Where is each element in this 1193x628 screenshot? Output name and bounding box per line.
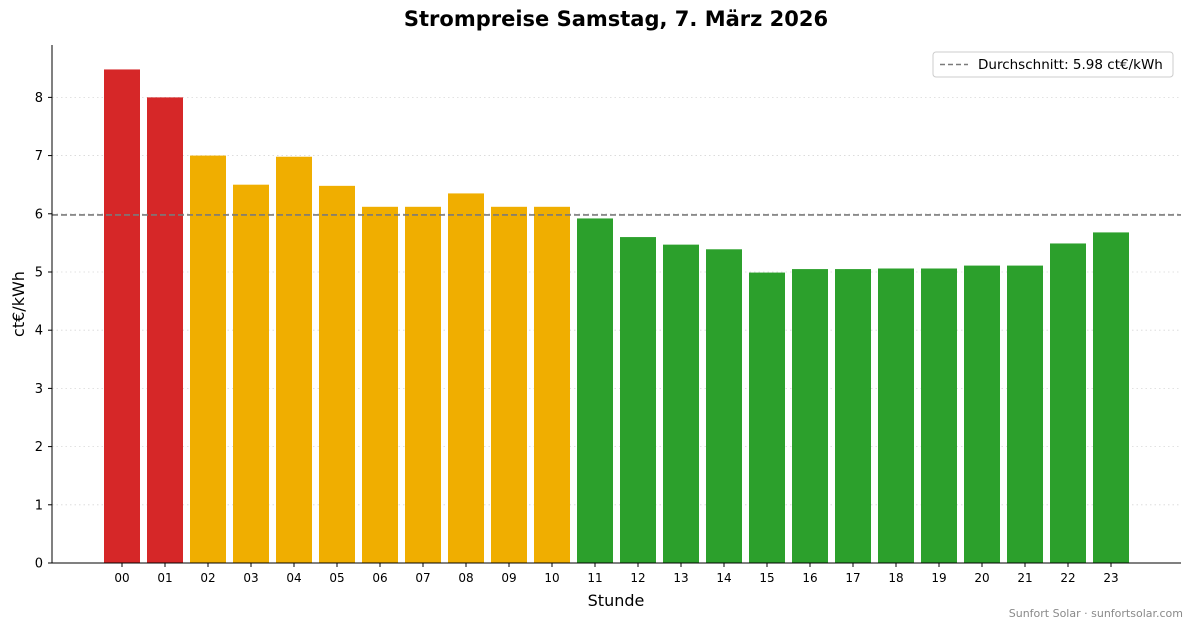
- legend-average-label: Durchschnitt: 5.98 ct€/kWh: [978, 57, 1163, 73]
- bar-05: [319, 185, 355, 564]
- bar-09: [491, 206, 527, 563]
- bar-16: [792, 269, 828, 563]
- x-tick-label: 18: [888, 571, 903, 585]
- x-tick-label: 08: [458, 571, 473, 585]
- bars: [104, 69, 1129, 564]
- bar-04: [276, 156, 312, 563]
- x-tick-label: 22: [1060, 571, 1075, 585]
- x-tick-label: 11: [587, 571, 602, 585]
- bar-08: [448, 193, 484, 564]
- y-tick-label: 7: [35, 149, 43, 164]
- x-tick-label: 19: [931, 571, 946, 585]
- x-tick-label: 20: [974, 571, 989, 585]
- y-tick-label: 3: [35, 382, 43, 397]
- bar-15: [749, 272, 785, 563]
- y-tick-label: 1: [35, 498, 43, 513]
- bar-01: [147, 97, 183, 563]
- y-tick-label: 2: [35, 440, 43, 455]
- y-ticks: 0 1 2 3 4 5 6 7 8: [35, 91, 52, 572]
- x-tick-label: 07: [415, 571, 430, 585]
- bar-21: [1007, 265, 1043, 563]
- x-tick-label: 03: [243, 571, 258, 585]
- bar-12: [620, 237, 656, 563]
- x-tick-label: 17: [845, 571, 860, 585]
- bar-22: [1050, 243, 1086, 563]
- bar-14: [706, 249, 742, 563]
- y-tick-label: 6: [35, 207, 43, 222]
- bar-10: [534, 206, 570, 563]
- x-tick-label: 04: [286, 571, 301, 585]
- bar-13: [663, 244, 699, 563]
- x-tick-label: 05: [329, 571, 344, 585]
- footer-credit: Sunfort Solar · sunfortsolar.com: [1009, 607, 1183, 620]
- x-tick-label: 21: [1017, 571, 1032, 585]
- x-tick-label: 13: [673, 571, 688, 585]
- x-tick-label: 02: [200, 571, 215, 585]
- bar-19: [921, 268, 957, 563]
- x-tick-label: 15: [759, 571, 774, 585]
- bar-07: [405, 206, 441, 563]
- x-tick-label: 06: [372, 571, 387, 585]
- bar-03: [233, 184, 269, 563]
- bar-02: [190, 155, 226, 563]
- bar-11: [577, 218, 613, 564]
- bar-00: [104, 69, 140, 563]
- x-tick-label: 16: [802, 571, 817, 585]
- y-tick-label: 5: [35, 265, 43, 280]
- bar-20: [964, 265, 1000, 563]
- legend-frame: [932, 51, 1174, 78]
- y-tick-label: 4: [35, 324, 43, 339]
- x-tick-label: 00: [114, 571, 129, 585]
- bar-06: [362, 206, 398, 563]
- x-axis-label: Stunde: [588, 591, 645, 610]
- bar-18: [878, 268, 914, 563]
- legend: Durchschnitt: 5.98 ct€/kWh: [932, 51, 1174, 78]
- x-tick-label: 14: [716, 571, 731, 585]
- x-tick-label: 09: [501, 571, 516, 585]
- x-tick-label: 01: [157, 571, 172, 585]
- chart-title: Strompreise Samstag, 7. März 2026: [404, 7, 828, 31]
- x-tick-label: 10: [544, 571, 559, 585]
- y-axis-label: ct€/kWh: [9, 271, 28, 337]
- x-ticks: 00 01 02 03 04 05 06 07 08 09 10 11 12 13 14 15 16 17 18 19…: [114, 563, 1119, 585]
- x-tick-label: 23: [1103, 571, 1118, 585]
- bar-23: [1093, 232, 1129, 563]
- x-tick-label: 12: [630, 571, 645, 585]
- bar-17: [835, 269, 871, 563]
- axes: [51, 45, 1181, 564]
- y-tick-label: 8: [35, 91, 43, 106]
- y-tick-label: 0: [35, 557, 43, 572]
